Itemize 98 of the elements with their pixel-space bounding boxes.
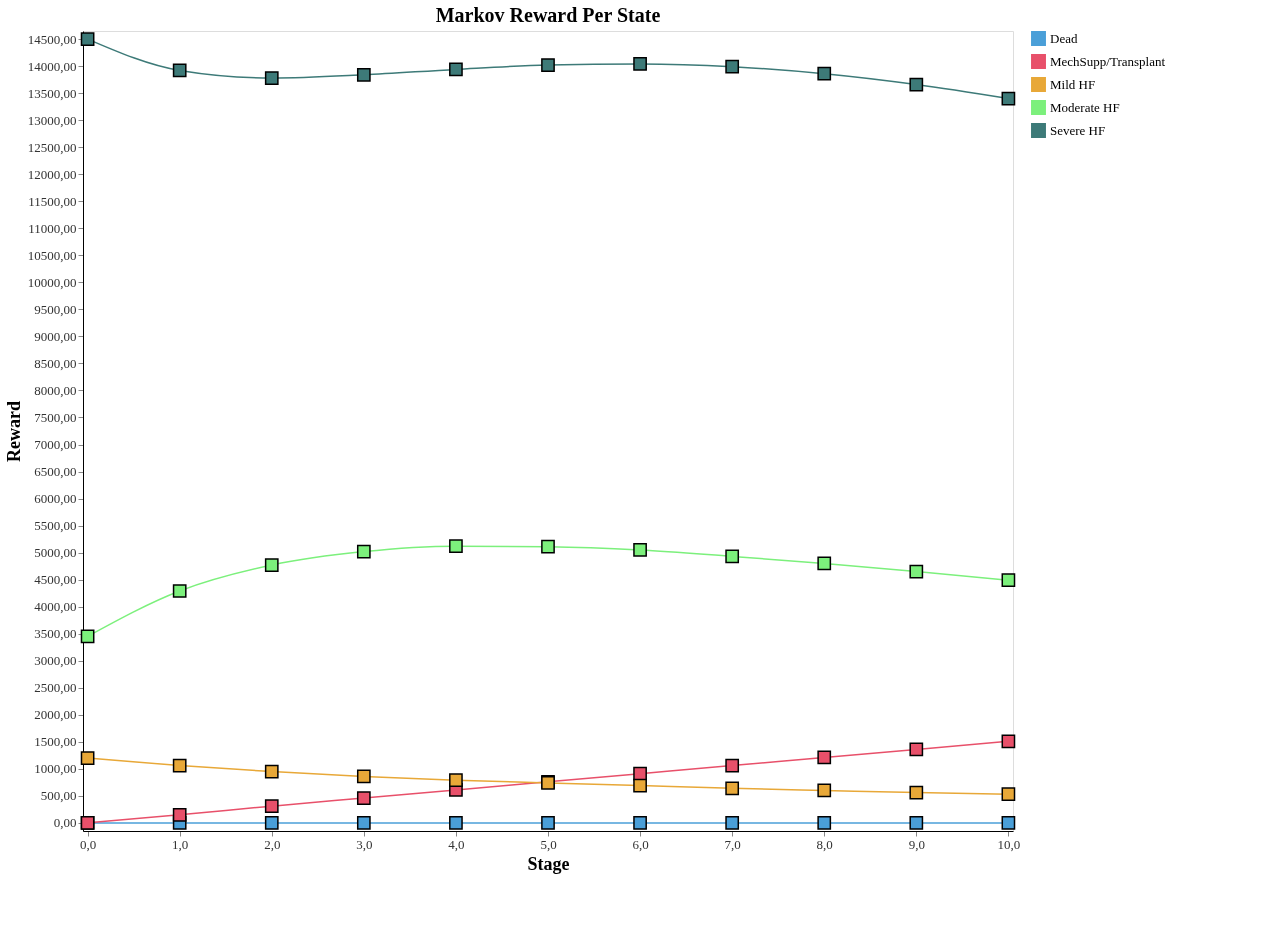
chart-title: Markov Reward Per State [435, 3, 661, 26]
point [80, 751, 95, 765]
point [1001, 734, 1016, 749]
point [449, 539, 463, 554]
point [449, 816, 463, 830]
point [172, 807, 187, 822]
legend-label: Mild HF [1050, 76, 1096, 92]
y-tick-label: 4000,00 [34, 599, 77, 615]
y-tick-label: 8000,00 [34, 382, 77, 398]
y-tick-label: 500,00 [40, 788, 77, 804]
point [909, 785, 924, 800]
point [909, 77, 924, 92]
point [264, 799, 279, 814]
point [633, 816, 647, 830]
point [725, 549, 740, 564]
point [817, 556, 832, 571]
y-axis-title: Reward [3, 401, 24, 462]
point [1001, 91, 1016, 106]
y-tick-label: 11500,00 [28, 193, 77, 209]
point [80, 629, 95, 644]
point [449, 773, 463, 788]
y-tick-label: 5500,00 [34, 518, 77, 534]
y-tick-label: 10500,00 [27, 247, 77, 263]
x-tick-label: 4,0 [448, 836, 465, 852]
y-tick-label: 12000,00 [27, 166, 77, 182]
y-tick-label: 2000,00 [34, 707, 77, 723]
point [541, 58, 555, 72]
point [172, 584, 187, 598]
x-tick-label: 1,0 [172, 836, 189, 852]
y-tick-label: 7000,00 [34, 437, 77, 453]
y-tick-label: 14500,00 [27, 31, 77, 47]
point [817, 750, 832, 765]
point [356, 67, 371, 82]
x-tick-label: 5,0 [540, 836, 557, 852]
point [633, 57, 647, 71]
legend-label: Severe HF [1050, 122, 1106, 138]
point [909, 564, 924, 579]
y-tick-label: 13000,00 [27, 112, 77, 128]
x-tick-label: 6,0 [632, 836, 649, 852]
point [356, 544, 371, 559]
point [817, 816, 832, 830]
point [725, 781, 740, 796]
x-axis-title: Stage [527, 853, 570, 874]
point [633, 766, 647, 781]
point [817, 66, 832, 81]
y-tick-label: 6000,00 [34, 491, 77, 507]
y-tick-label: 5000,00 [34, 545, 77, 561]
y-tick-label: 3500,00 [34, 626, 77, 642]
y-tick-label: 7500,00 [34, 409, 77, 425]
point [264, 816, 279, 830]
y-tick-label: 10000,00 [27, 274, 77, 290]
point [909, 816, 924, 830]
y-tick-label: 8500,00 [34, 355, 77, 371]
x-tick-label: 3,0 [356, 836, 373, 852]
point [264, 764, 279, 779]
point [725, 59, 740, 74]
point [264, 558, 279, 572]
point [1001, 573, 1016, 588]
point [541, 816, 555, 830]
x-tick-label: 10,0 [997, 836, 1021, 852]
y-tick-label: 12500,00 [27, 139, 77, 155]
x-tick-label: 7,0 [724, 836, 741, 852]
point [264, 71, 279, 85]
y-tick-label: 4500,00 [34, 572, 77, 588]
x-tick-label: 8,0 [816, 836, 833, 852]
point [356, 769, 371, 784]
y-tick-label: 11000,00 [28, 220, 77, 236]
x-tick-label: 9,0 [908, 836, 925, 852]
point [356, 791, 371, 805]
point [541, 539, 555, 554]
y-tick-label: 3000,00 [34, 653, 77, 669]
y-tick-label: 6500,00 [34, 464, 77, 480]
y-tick-label: 14000,00 [27, 58, 77, 74]
point [1001, 816, 1016, 830]
point [172, 758, 187, 773]
point [1001, 787, 1016, 802]
y-tick-label: 13500,00 [27, 85, 77, 101]
y-tick-label: 2500,00 [34, 680, 77, 696]
point [817, 783, 832, 798]
point [633, 778, 647, 793]
y-tick-label: 9500,00 [34, 301, 77, 317]
point [80, 32, 95, 46]
point [172, 63, 187, 78]
point [725, 816, 740, 830]
point [725, 758, 740, 773]
point [356, 816, 371, 830]
y-tick-label: 1000,00 [34, 761, 77, 777]
legend-label: Dead [1050, 30, 1078, 46]
y-tick-label: 0,00 [53, 815, 77, 831]
point [633, 543, 647, 557]
y-tick-label: 1500,00 [34, 734, 77, 750]
point [909, 742, 924, 757]
x-tick-label: 0,0 [79, 836, 97, 852]
legend-label: MechSupp/Transplant [1050, 53, 1166, 69]
y-tick-label: 9000,00 [34, 328, 77, 344]
x-tick-label: 2,0 [264, 836, 281, 852]
point [449, 62, 463, 77]
legend-label: Moderate HF [1050, 99, 1120, 115]
